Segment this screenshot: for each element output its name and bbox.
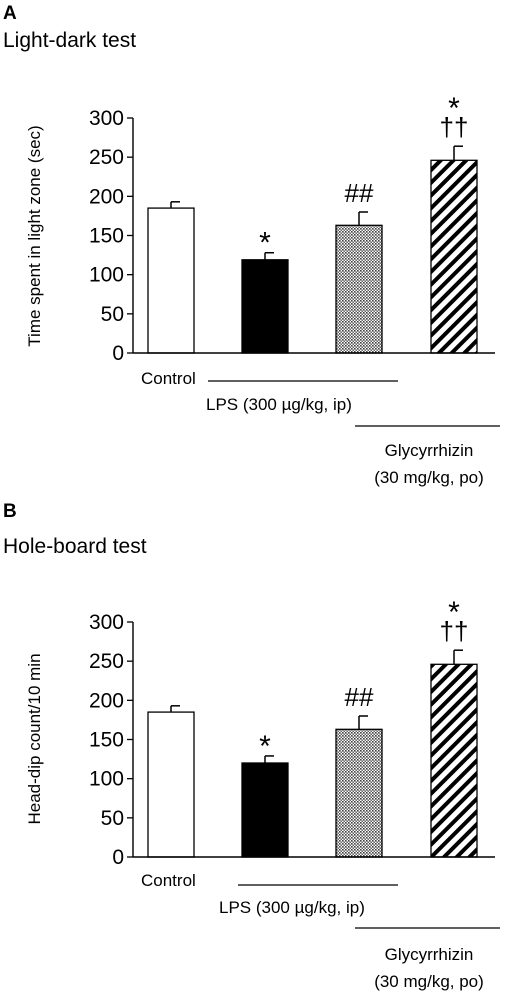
group-label-lps: LPS (300 µg/kg, ip)	[206, 395, 352, 414]
bar-lps	[241, 762, 289, 858]
y-tick-label: 100	[89, 264, 124, 287]
y-ticks: 0 50 100 150 200 250 300	[89, 107, 133, 365]
group-label-glycyrrhizin-dose: (30 mg/kg, po)	[374, 972, 484, 991]
error-bar-lps	[264, 755, 274, 763]
significance-mark-lps-glycyrrhizin: ##	[345, 682, 374, 712]
y-tick-label: 300	[89, 611, 124, 634]
group-label-control: Control	[141, 871, 196, 890]
y-tick-label: 150	[89, 729, 124, 752]
axes	[132, 622, 495, 858]
error-bar-lps	[264, 251, 274, 260]
panel-letter: A	[3, 3, 17, 24]
error-bar-control	[170, 201, 180, 209]
bars	[147, 145, 478, 354]
y-tick-label: 0	[112, 342, 124, 365]
significance-mark-glycyrrhizin: *	[448, 92, 460, 125]
chart-title: Light-dark test	[3, 29, 136, 52]
annotations: *##††*	[259, 596, 468, 763]
y-axis-label: Time spent in light zone (sec)	[25, 125, 44, 346]
group-label-glycyrrhizin: Glycyrrhizin	[385, 441, 474, 460]
significance-mark-glycyrrhizin: *	[448, 596, 460, 629]
significance-mark-lps-glycyrrhizin: ##	[345, 178, 374, 208]
error-bar-control	[170, 705, 180, 713]
error-bar-lps-glycyrrhizin	[358, 715, 368, 730]
bar-control	[147, 207, 195, 354]
significance-mark-lps: *	[259, 730, 271, 763]
y-tick-label: 50	[101, 303, 124, 326]
annotations: *##††*	[259, 92, 468, 260]
panel-a: A Light-dark test Time spent in light zo…	[3, 3, 500, 487]
bar-glycyrrhizin	[430, 663, 478, 858]
bar-lps-glycyrrhizin	[335, 728, 383, 858]
bars	[147, 649, 478, 858]
group-label-lps: LPS (300 µg/kg, ip)	[219, 898, 365, 917]
group-label-glycyrrhizin-dose: (30 mg/kg, po)	[374, 468, 484, 487]
y-tick-label: 300	[89, 107, 124, 130]
group-labels: Control LPS (300 µg/kg, ip) Glycyrrhizin…	[141, 369, 500, 487]
y-tick-label: 250	[89, 650, 124, 673]
y-tick-label: 150	[89, 225, 124, 248]
y-tick-label: 250	[89, 146, 124, 169]
bar-control	[147, 711, 195, 858]
error-bar-glycyrrhizin	[453, 649, 463, 665]
significance-mark-glycyrrhizin: ††	[440, 112, 469, 142]
bar-lps-glycyrrhizin	[335, 224, 383, 354]
panel-b: B Hole-board test Head-dip count/10 min …	[3, 501, 500, 991]
significance-mark-glycyrrhizin: ††	[440, 616, 469, 646]
error-bar-glycyrrhizin	[453, 145, 463, 161]
y-tick-label: 200	[89, 185, 124, 208]
error-bar-lps-glycyrrhizin	[358, 211, 368, 226]
group-label-control: Control	[141, 369, 196, 388]
panel-letter: B	[3, 501, 17, 522]
y-tick-label: 100	[89, 768, 124, 791]
bar-glycyrrhizin	[430, 159, 478, 354]
y-ticks: 0 50 100 150 200 250 300	[89, 611, 133, 869]
y-tick-label: 50	[101, 807, 124, 830]
y-tick-label: 0	[112, 846, 124, 869]
y-axis-label: Head-dip count/10 min	[25, 653, 44, 824]
axes	[132, 118, 495, 354]
group-labels: Control LPS (300 µg/kg, ip) Glycyrrhizin…	[141, 871, 500, 991]
bar-lps	[241, 259, 289, 354]
group-label-glycyrrhizin: Glycyrrhizin	[385, 945, 474, 964]
significance-mark-lps: *	[259, 227, 271, 260]
y-tick-label: 200	[89, 689, 124, 712]
chart-title: Hole-board test	[3, 535, 147, 558]
